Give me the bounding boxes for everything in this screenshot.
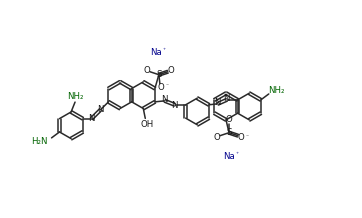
Text: NH₂: NH₂: [269, 87, 285, 95]
Text: O: O: [144, 66, 150, 75]
Text: O: O: [237, 133, 244, 142]
Text: Na: Na: [150, 48, 162, 58]
Text: O: O: [214, 133, 220, 142]
Text: S: S: [226, 128, 232, 137]
Text: N: N: [161, 95, 168, 104]
Text: N: N: [88, 114, 95, 123]
Text: N: N: [215, 98, 221, 107]
Text: O: O: [157, 83, 164, 92]
Text: ⁻: ⁻: [165, 84, 168, 89]
Text: ⁺: ⁺: [162, 48, 165, 53]
Text: NH₂: NH₂: [67, 92, 83, 101]
Text: S: S: [156, 70, 161, 79]
Text: N: N: [172, 101, 178, 110]
Text: H₂N: H₂N: [31, 137, 48, 146]
Text: ⁺: ⁺: [235, 152, 239, 157]
Text: Na: Na: [223, 152, 235, 161]
Text: N: N: [97, 105, 104, 114]
Text: O: O: [167, 66, 174, 75]
Text: OH: OH: [140, 120, 154, 129]
Text: N: N: [223, 94, 230, 103]
Text: O: O: [226, 115, 232, 124]
Text: ⁻: ⁻: [245, 135, 248, 140]
